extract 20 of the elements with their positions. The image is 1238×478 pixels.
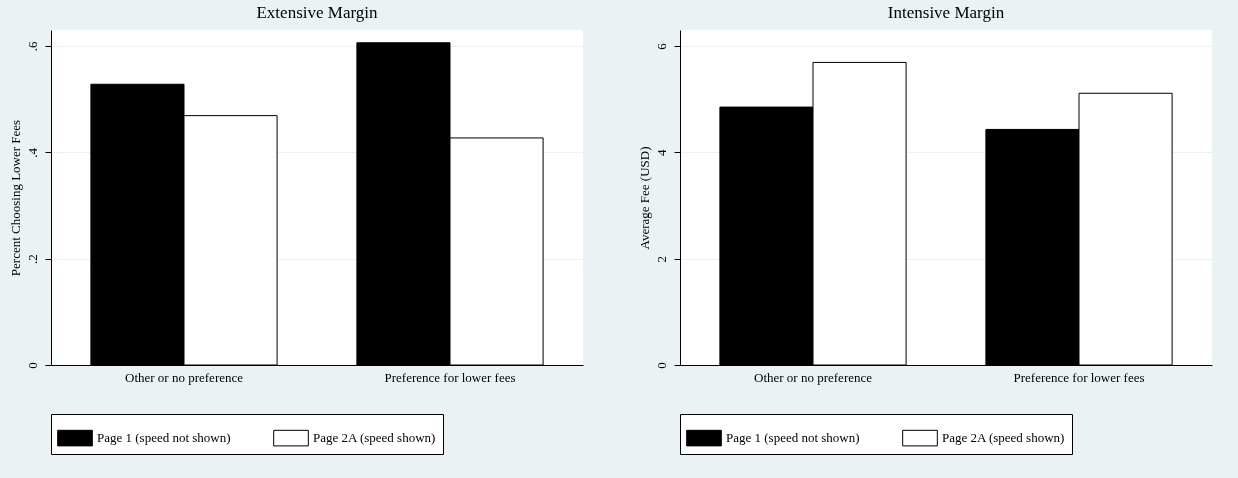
legend-label: Page 1 (speed not shown) xyxy=(726,430,860,446)
y-axis-title: Average Fee (USD) xyxy=(636,146,652,250)
x-tick-label: Preference for lower fees xyxy=(384,369,516,385)
legend-label: Page 1 (speed not shown) xyxy=(97,430,231,446)
legend-label: Page 2A (speed shown) xyxy=(313,430,436,446)
x-tick-label: Other or no preference xyxy=(124,369,244,385)
y-tick-label: 0 xyxy=(653,362,669,369)
y-tick-label: .6 xyxy=(24,41,40,52)
legend-label: Page 2A (speed shown) xyxy=(942,430,1065,446)
y-axis-title: Percent Choosing Lower Fees xyxy=(7,119,23,277)
y-tick-label: 6 xyxy=(653,42,669,50)
y-tick-label: 0 xyxy=(24,362,40,369)
chart-title: Extensive Margin xyxy=(256,3,379,22)
chart-title: Intensive Margin xyxy=(887,3,1005,22)
y-tick-label: .2 xyxy=(24,254,40,265)
y-tick-label: .4 xyxy=(24,147,40,158)
x-tick-label: Preference for lower fees xyxy=(1013,369,1145,385)
y-tick-label: 2 xyxy=(653,255,669,263)
y-tick-label: 4 xyxy=(653,149,669,157)
x-tick-label: Other or no preference xyxy=(753,369,873,385)
